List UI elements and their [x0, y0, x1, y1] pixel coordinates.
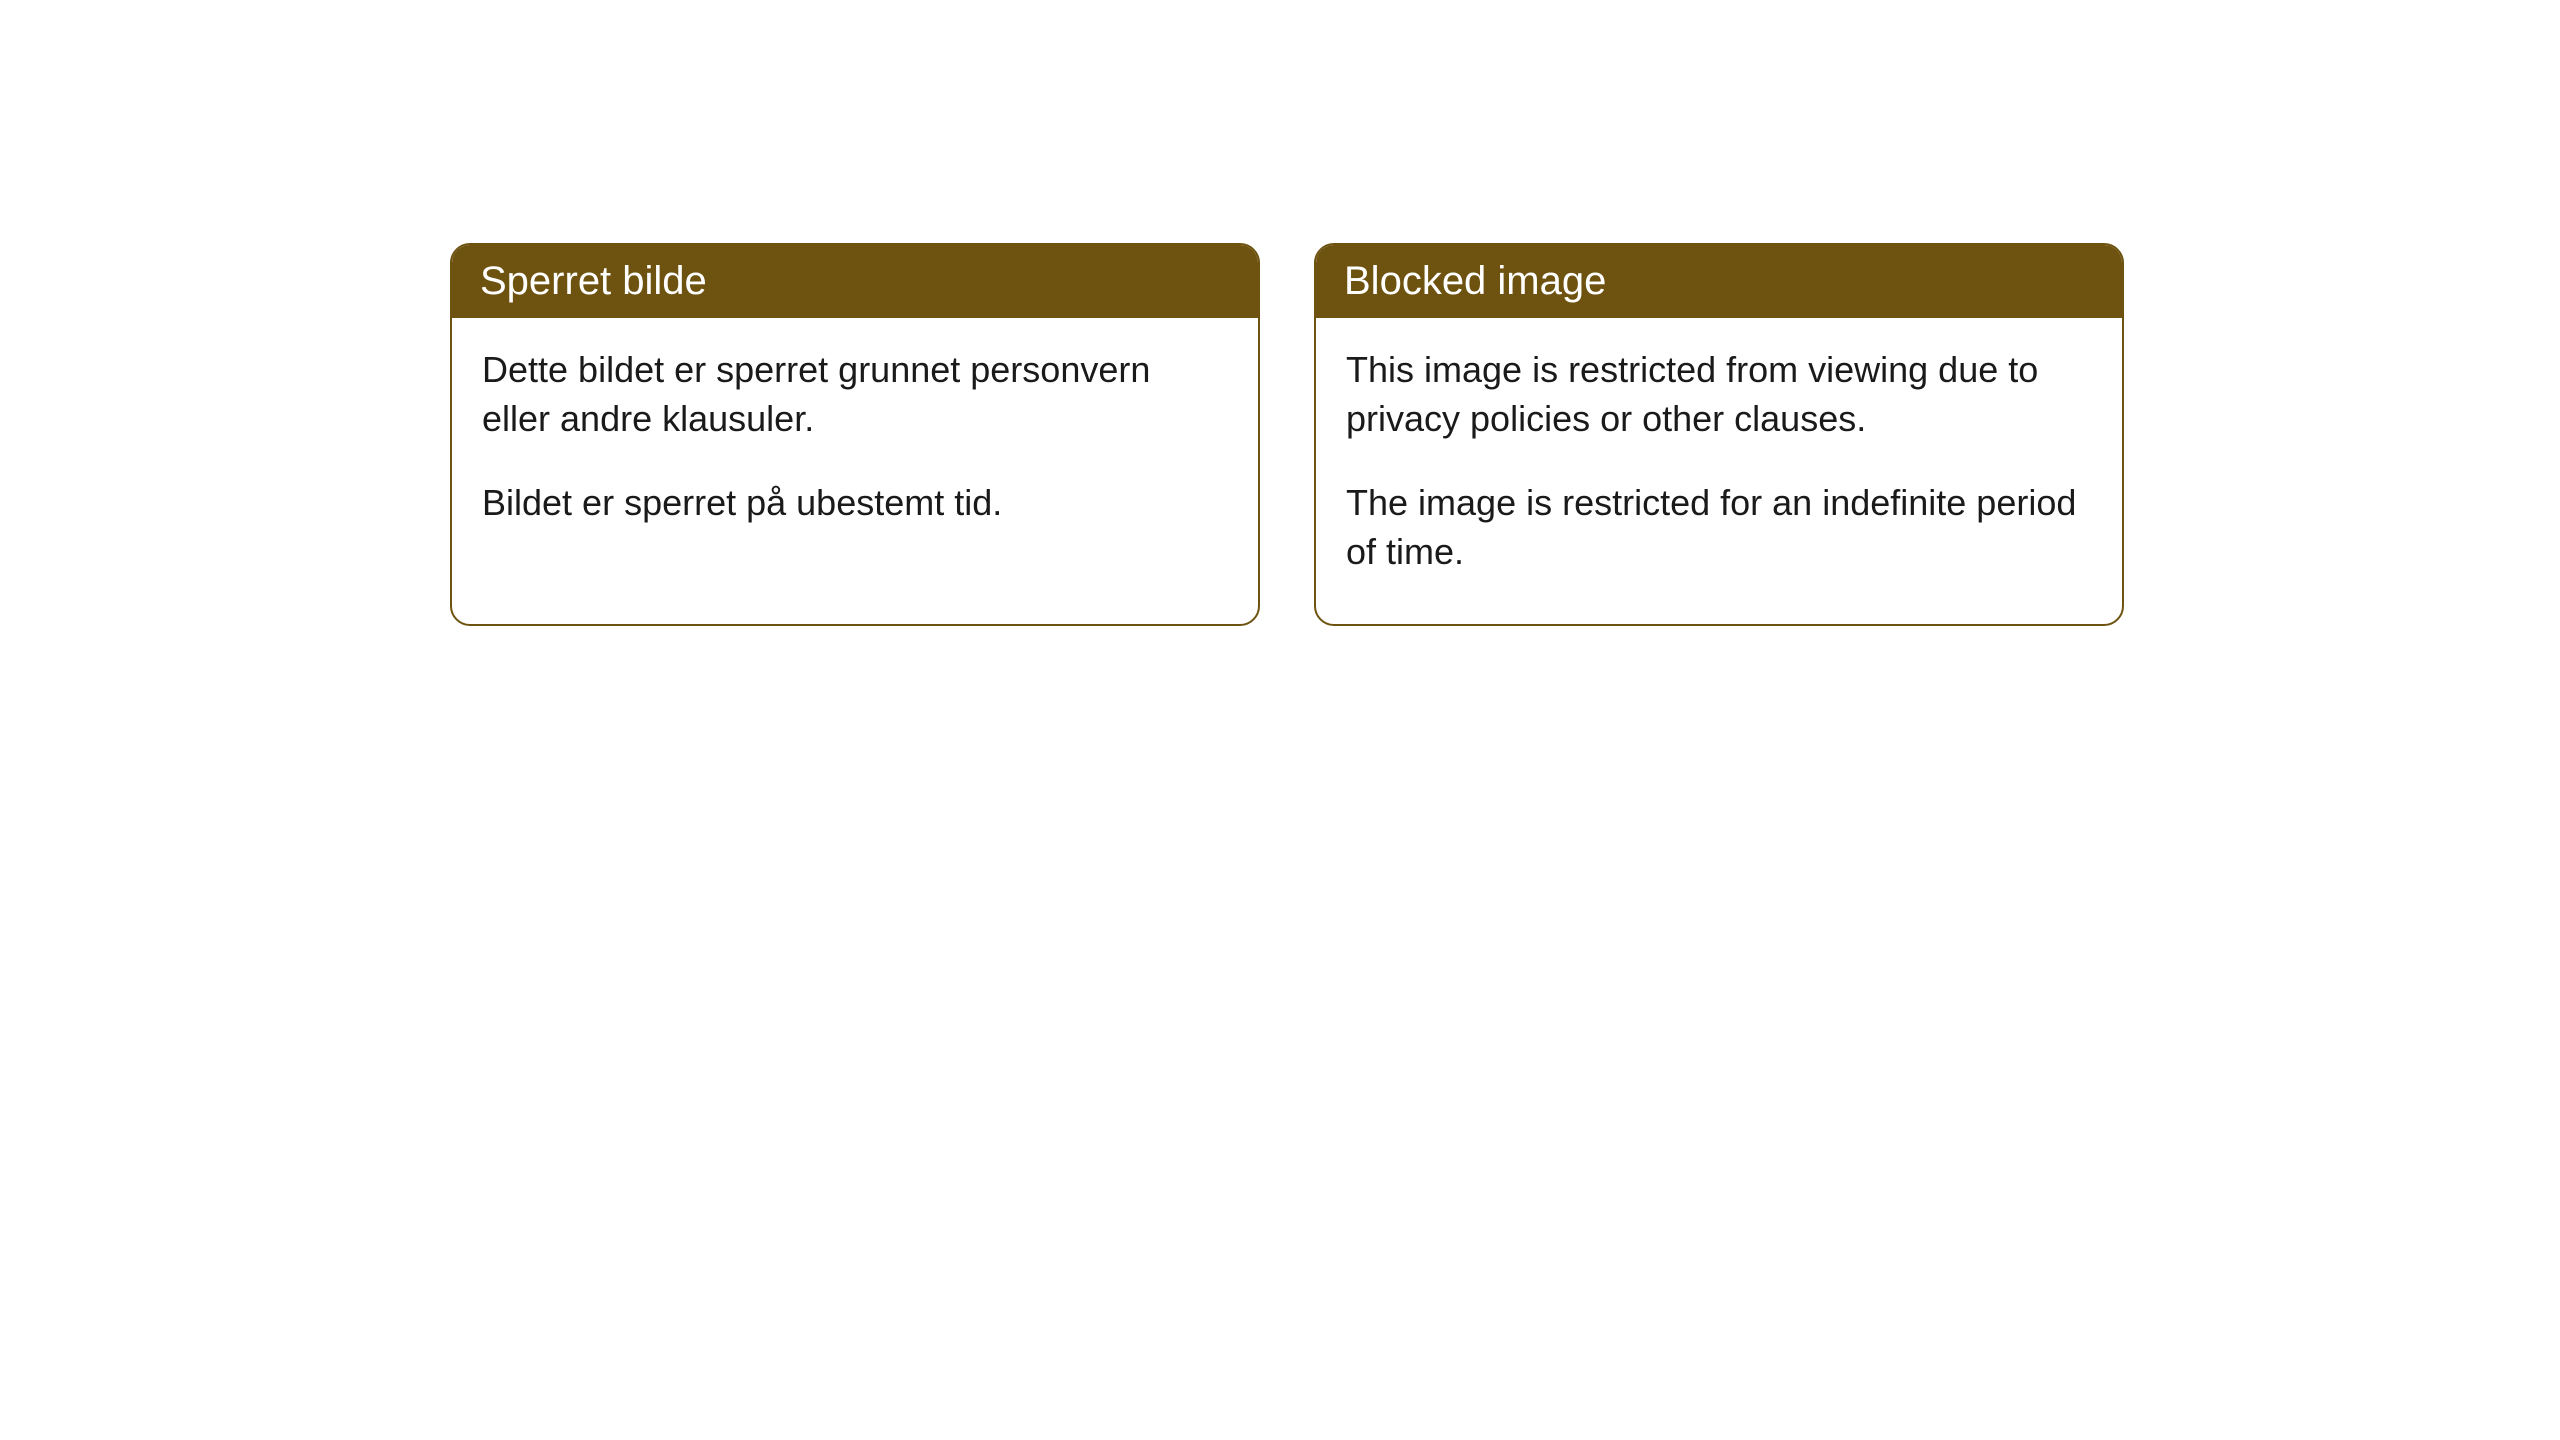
- card-title-english: Blocked image: [1316, 245, 2122, 318]
- card-text-norwegian-2: Bildet er sperret på ubestemt tid.: [482, 479, 1228, 528]
- card-body-english: This image is restricted from viewing du…: [1316, 318, 2122, 624]
- card-text-english-1: This image is restricted from viewing du…: [1346, 346, 2092, 443]
- notice-card-english: Blocked image This image is restricted f…: [1314, 243, 2124, 626]
- card-text-english-2: The image is restricted for an indefinit…: [1346, 479, 2092, 576]
- card-body-norwegian: Dette bildet er sperret grunnet personve…: [452, 318, 1258, 576]
- card-text-norwegian-1: Dette bildet er sperret grunnet personve…: [482, 346, 1228, 443]
- cards-container: Sperret bilde Dette bildet er sperret gr…: [0, 0, 2560, 626]
- notice-card-norwegian: Sperret bilde Dette bildet er sperret gr…: [450, 243, 1260, 626]
- card-title-norwegian: Sperret bilde: [452, 245, 1258, 318]
